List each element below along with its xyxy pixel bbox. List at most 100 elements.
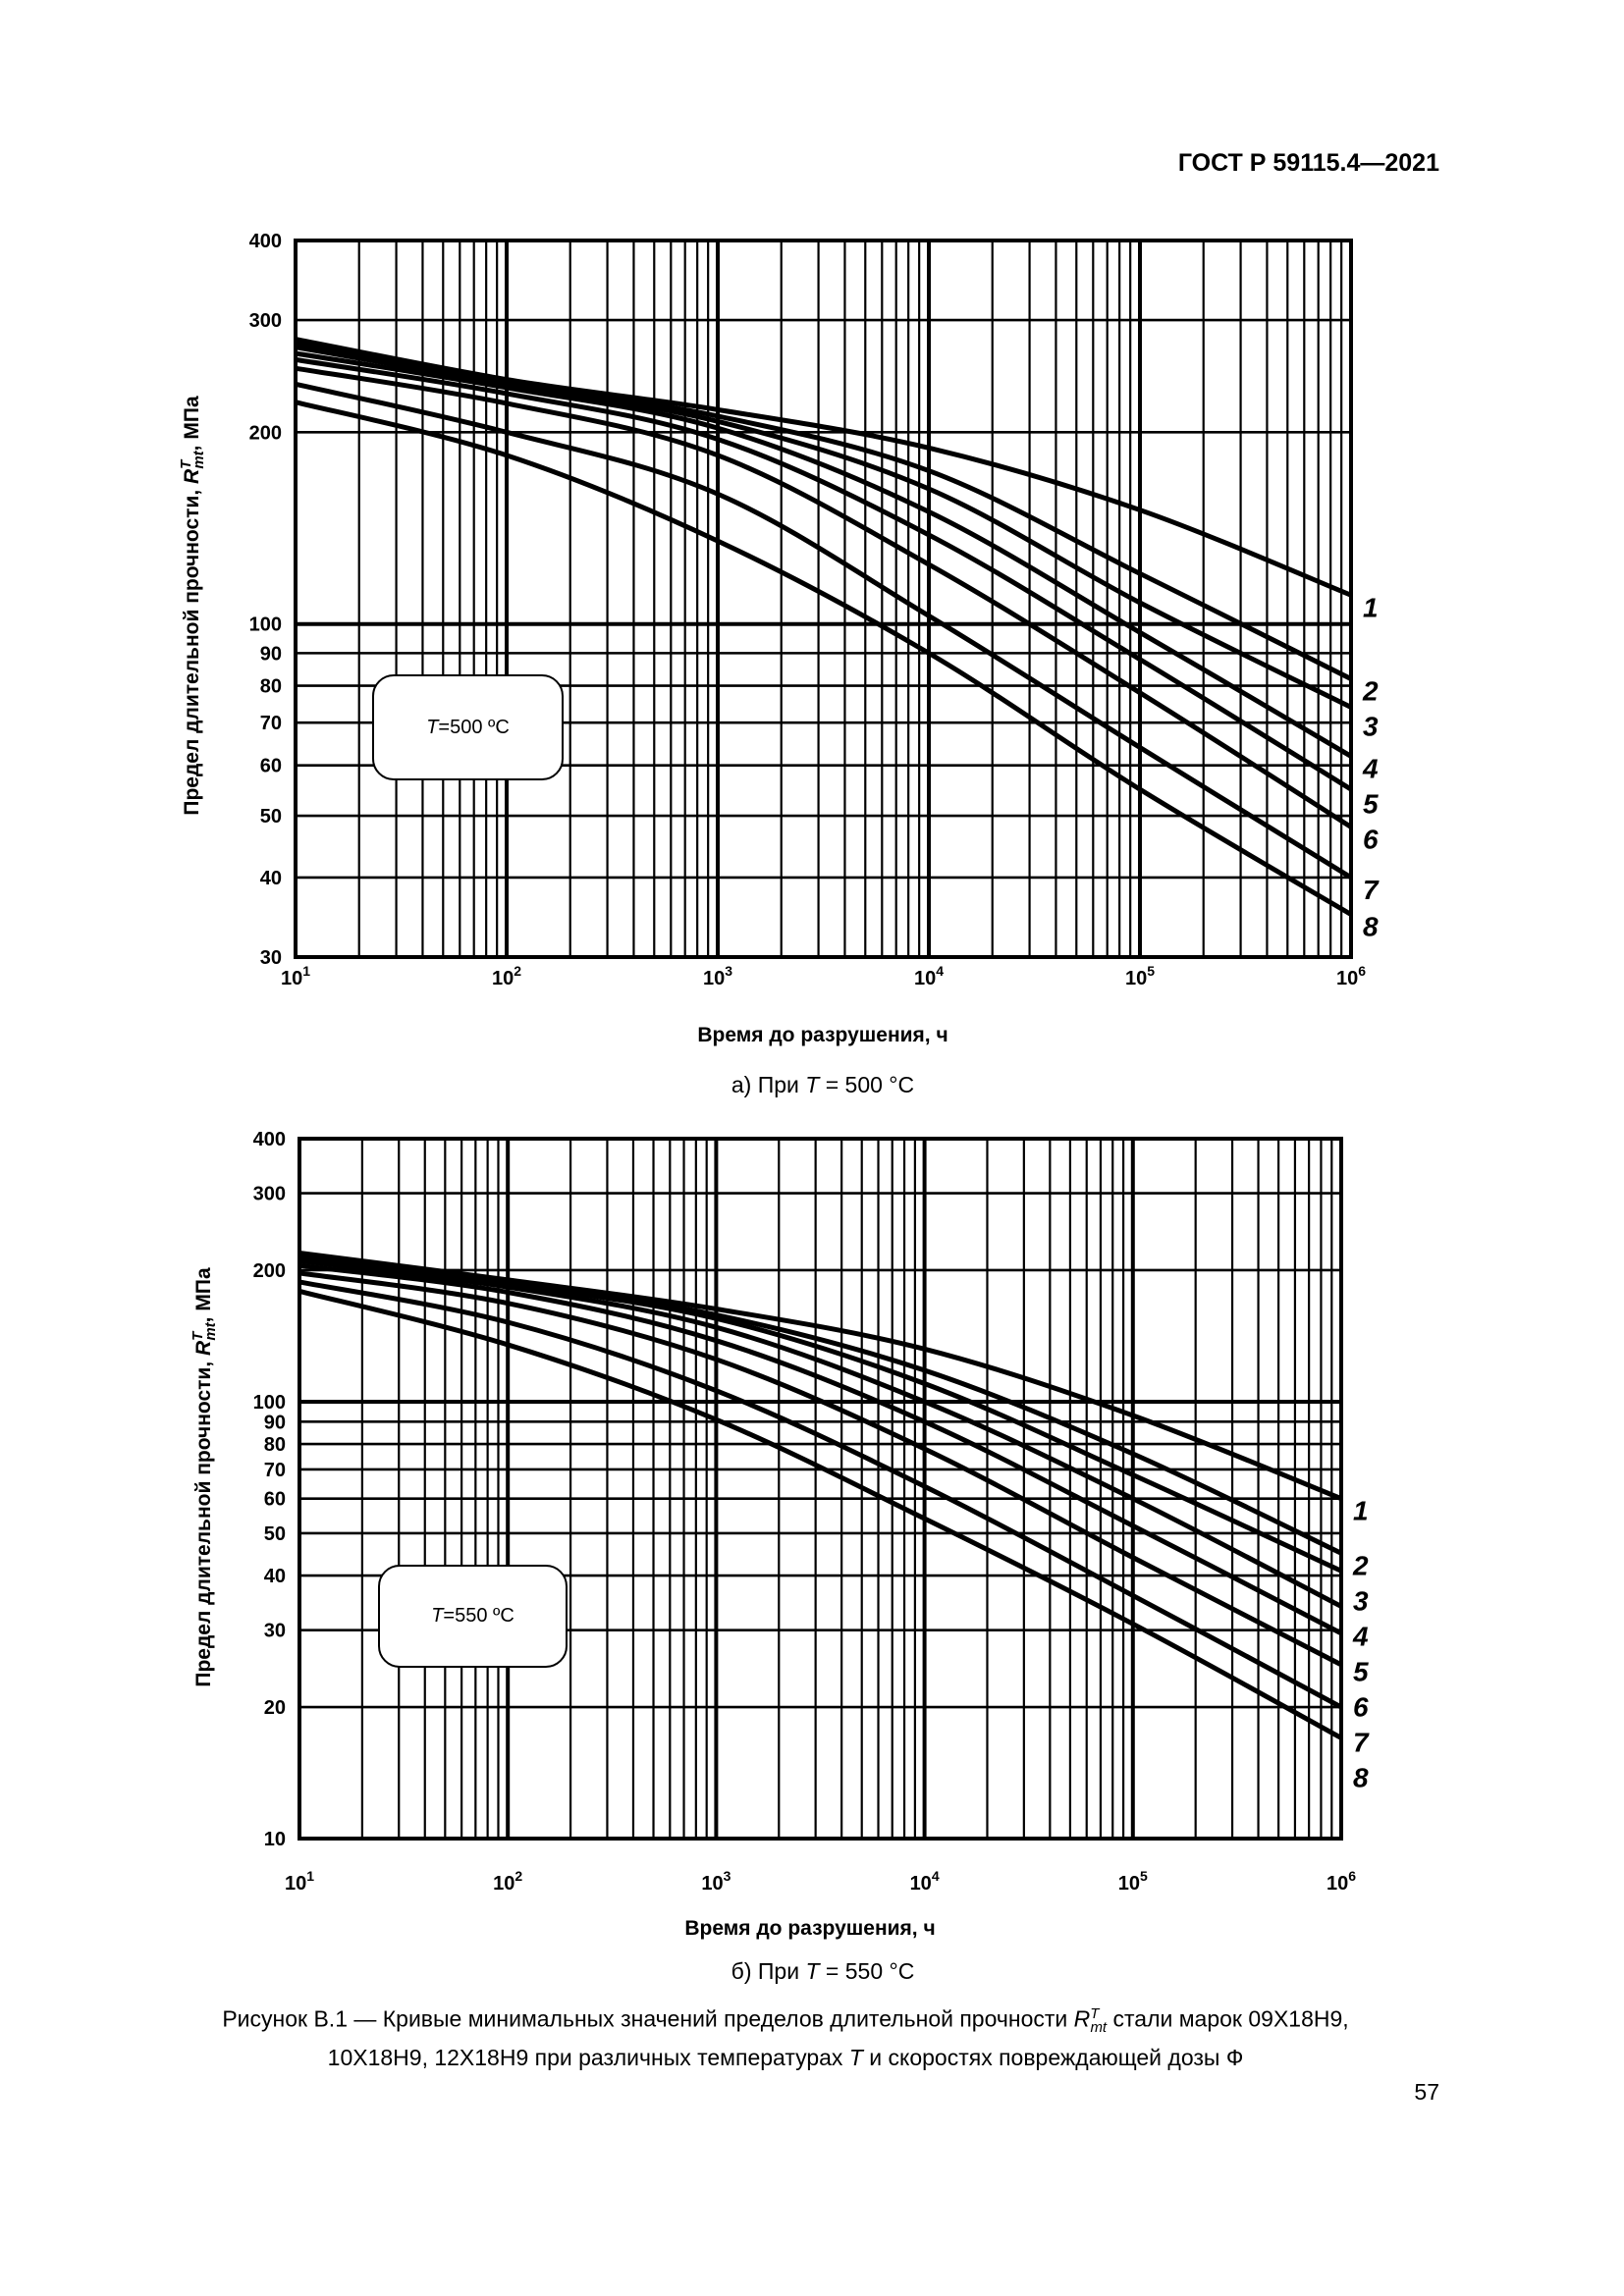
caption-text: стали марок 09Х18Н9, [1107,2005,1349,2032]
y-tick-label: 10 [264,1829,286,1850]
curve-label-2: 2 [1362,676,1379,707]
curve-4 [298,1258,1343,1609]
y-tick-label: 200 [253,1260,286,1282]
y-tick-label: 60 [264,1489,286,1511]
annotation-symbol: T [431,1605,444,1627]
y-axis-label-a: Предел длительной прочности, RTmt, МПа [178,396,207,815]
x-tick-label: 103 [703,963,732,989]
curve-8 [298,1288,1343,1740]
y-tick-label: 200 [249,422,282,444]
curve-7 [295,381,1353,881]
curve-label-4: 4 [1352,1621,1369,1651]
curve-5 [295,356,1353,792]
x-tick-label: 102 [492,963,521,989]
y-label-symbol: R [191,1340,215,1356]
y-label-unit: , МПа [191,1267,215,1323]
annotation-symbol: T [426,716,439,738]
annotation-text: =500 ºC [438,716,510,738]
y-tick-label: 300 [253,1184,286,1205]
y-tick-label: 50 [264,1523,286,1545]
curve-5 [298,1262,1343,1636]
temperature-annotation-a: T =500 ºC [372,674,564,780]
curve-3 [298,1255,1343,1574]
curve-label-1: 1 [1363,592,1379,622]
curve-label-7: 7 [1363,875,1380,905]
x-tick-label: 105 [1118,1868,1148,1895]
page-number: 57 [1414,2079,1439,2105]
curve-label-6: 6 [1363,825,1379,855]
curve-label-3: 3 [1353,1585,1369,1616]
curve-6 [295,365,1353,829]
curve-label-6: 6 [1353,1691,1369,1722]
x-tick-label: 102 [493,1868,522,1895]
curve-label-5: 5 [1363,788,1379,819]
curve-8 [295,400,1353,917]
curve-label-1: 1 [1353,1496,1369,1526]
curve-6 [298,1270,1343,1668]
curve-label-3: 3 [1363,712,1379,742]
x-tick-label: 101 [285,1868,314,1895]
curve-label-2: 2 [1352,1550,1369,1580]
curve-label-8: 8 [1353,1762,1369,1792]
y-tick-label: 100 [253,1392,286,1414]
chart-a: 30 40 50 60 70 80 90 100 200 300 400 101 102 103 104 10… [249,231,1380,989]
caption-symbol: T [805,1958,820,1984]
y-label-sub: mt [202,1322,220,1341]
y-tick-label: 30 [264,1621,286,1642]
x-tick-label: 103 [701,1868,731,1895]
x-axis-label-a: Время до разрушения, ч [697,1024,948,1046]
curve-3 [295,345,1353,710]
y-axis-label-b: Предел длительной прочности, RTmt, МПа [189,1267,219,1686]
caption-text: Рисунок В.1 — Кривые минимальных значени… [222,2005,1074,2032]
y-tick-label: 400 [253,1129,286,1150]
y-tick-label: 90 [264,1412,286,1433]
y-tick-label: 70 [264,1460,286,1481]
plot-frame [294,239,1353,959]
y-tick-label: 90 [260,643,282,665]
curve-4 [295,350,1353,759]
caption-suffix: = 550 °C [819,1958,915,1984]
y-tick-label: 80 [260,676,282,698]
y-label-text: Предел длительной прочности, [180,484,203,816]
x-tick-label: 104 [910,1868,940,1895]
y-tick-label: 30 [260,947,282,969]
x-tick-label: 106 [1326,1868,1356,1895]
y-tick-label: 100 [249,614,282,636]
caption-symbol: T [805,1072,820,1097]
x-tick-label: 106 [1336,963,1366,989]
y-tick-label: 80 [264,1434,286,1456]
figure-caption: Рисунок В.1 — Кривые минимальных значени… [147,1999,1424,2073]
figure-caption-line-2: 10Х18Н9, 12Х18Н9 при различных температу… [147,2043,1424,2073]
y-tick-label: 400 [249,231,282,252]
y-tick-label: 50 [260,806,282,828]
caption-symbol: R [1073,2005,1091,2032]
curve-7 [298,1279,1343,1710]
panel-caption-b: б) При T = 550 °C [430,1958,1216,1985]
y-tick-label: 40 [260,868,282,889]
y-tick-label: 300 [249,310,282,332]
x-tick-label: 105 [1125,963,1155,989]
panel-caption-a: а) При T = 500 °C [430,1072,1216,1098]
y-label-sub: mt [190,451,208,469]
figure-caption-line-1: Рисунок В.1 — Кривые минимальных значени… [147,1999,1424,2043]
x-axis-label-b: Время до разрушения, ч [684,1917,936,1940]
caption-text: и скоростях повреждающей дозы Ф [862,2045,1244,2071]
document-number: ГОСТ Р 59115.4—2021 [1177,149,1439,177]
curve-label-8: 8 [1363,912,1379,942]
plot-frame [298,1137,1343,1841]
curve-label-5: 5 [1353,1656,1369,1686]
y-label-symbol: R [180,468,203,484]
curve-label-4: 4 [1362,753,1379,783]
temperature-annotation-b: T =550 ºC [378,1565,568,1668]
y-tick-label: 60 [260,756,282,777]
caption-sub: mt [1090,2019,1108,2037]
y-label-text: Предел длительной прочности, [191,1356,215,1687]
caption-prefix: а) При [731,1072,806,1097]
annotation-text: =550 ºC [443,1605,514,1627]
y-tick-label: 40 [264,1566,286,1587]
caption-suffix: = 500 °C [819,1072,915,1097]
caption-sup: T [1090,2005,1100,2022]
y-tick-label: 20 [264,1697,286,1719]
